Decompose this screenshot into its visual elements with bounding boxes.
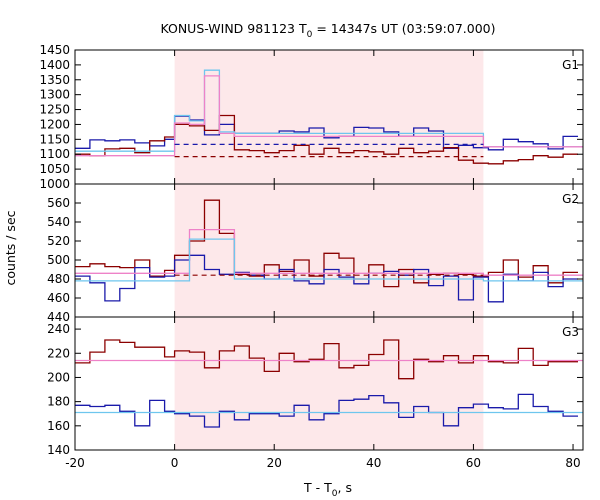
series-line-pink bbox=[75, 75, 583, 157]
y-tick-label: 1000 bbox=[39, 177, 70, 191]
y-tick-label: 1250 bbox=[39, 103, 70, 117]
y-tick-label: 200 bbox=[47, 370, 70, 384]
series-line-light-blue bbox=[75, 69, 583, 152]
panel-frame bbox=[74, 316, 584, 451]
y-tick-label: 180 bbox=[47, 395, 70, 409]
y-tick-label: 160 bbox=[47, 419, 70, 433]
y-tick-label: 440 bbox=[47, 310, 70, 324]
panel-plot-area bbox=[75, 199, 583, 303]
plot-layer: 1000105011001150120012501300135014001450… bbox=[39, 43, 584, 470]
y-tick-label: 240 bbox=[47, 322, 70, 336]
panel-g2: 440 460 480 500 520 540 560 G2 bbox=[47, 183, 584, 324]
y-tick-label: 1300 bbox=[39, 88, 70, 102]
y-tick-label: 500 bbox=[47, 253, 70, 267]
x-tick-label: 80 bbox=[565, 456, 580, 470]
series-line-dark-blue bbox=[75, 393, 578, 428]
highlight-interval bbox=[174, 50, 484, 450]
y-tick-label: 1200 bbox=[39, 117, 70, 131]
y-tick-label: 1150 bbox=[39, 132, 70, 146]
x-tick-label: 20 bbox=[267, 456, 282, 470]
y-axis-label: counts / sec bbox=[3, 210, 18, 285]
y-tick-label: 540 bbox=[47, 215, 70, 229]
y-tick-label: 1350 bbox=[39, 73, 70, 87]
panel-label: G3 bbox=[562, 325, 579, 339]
x-axis-label: T - T0, s bbox=[303, 480, 352, 499]
series-line-light-blue bbox=[75, 238, 583, 282]
x-tick-label: -20 bbox=[65, 456, 85, 470]
y-tick-label: 1100 bbox=[39, 147, 70, 161]
y-tick-label: 140 bbox=[47, 443, 70, 457]
y-tick-label: 1050 bbox=[39, 162, 70, 176]
y-tick-label: 480 bbox=[47, 272, 70, 286]
x-tick-label: 0 bbox=[171, 456, 179, 470]
panel-g1: 1000105011001150120012501300135014001450… bbox=[39, 43, 584, 191]
series-line-dark-red bbox=[75, 339, 578, 380]
y-tick-label: 1400 bbox=[39, 58, 70, 72]
y-tick-label: 1450 bbox=[39, 43, 70, 57]
series-line-dark-red bbox=[75, 114, 578, 165]
series-line-dark-blue bbox=[75, 115, 578, 151]
panel-plot-area bbox=[75, 339, 583, 428]
y-tick-label: 520 bbox=[47, 234, 70, 248]
panel-label: G1 bbox=[562, 58, 579, 72]
x-tick-label: 40 bbox=[366, 456, 381, 470]
series-line-dark-blue bbox=[75, 254, 578, 303]
y-tick-label: 560 bbox=[47, 196, 70, 210]
y-tick-label: 220 bbox=[47, 346, 70, 360]
chart-title: KONUS-WIND 981123 T0 = 14347s UT (03:59:… bbox=[160, 21, 495, 40]
panel-plot-area bbox=[75, 69, 583, 165]
panel-label: G2 bbox=[562, 192, 579, 206]
y-tick-label: 460 bbox=[47, 291, 70, 305]
x-tick-label: 60 bbox=[466, 456, 481, 470]
series-line-dark-red bbox=[75, 199, 578, 288]
panel-g3: 140 160 180 200 220 240 G3 bbox=[47, 316, 584, 457]
